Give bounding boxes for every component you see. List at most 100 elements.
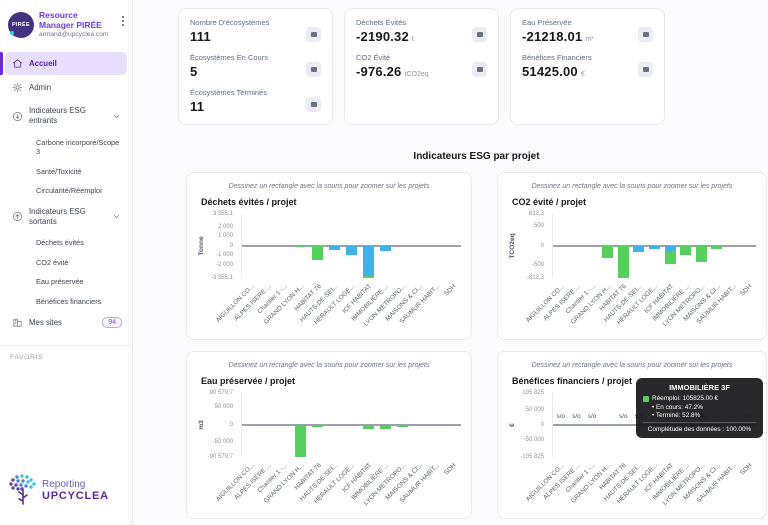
- kpi-mini-chart-button[interactable]: [638, 62, 653, 77]
- chart-zoom-hint: Dessinez un rectangle avec la souris pou…: [228, 362, 430, 369]
- bar-segment-green[interactable]: [312, 246, 324, 261]
- chart-zoom-hint: Dessinez un rectangle avec la souris pou…: [531, 362, 733, 369]
- bar-segment-green[interactable]: [664, 251, 676, 264]
- sidebar-item-esg-sortants[interactable]: Indicateurs ESG sortants: [5, 201, 127, 232]
- y-tick-label: 0: [540, 421, 544, 428]
- bar-segment-blue[interactable]: [329, 246, 341, 250]
- kpi-mini-chart-button[interactable]: [638, 27, 653, 42]
- bar-segment-green[interactable]: [617, 246, 629, 278]
- sidebar-item-carbone[interactable]: Carbone incorporé/Scope 3: [36, 137, 120, 157]
- section-title: Indicateurs ESG par projet: [413, 151, 540, 162]
- kpi-item: CO2 Évité -976.26 tCO2eq: [356, 53, 487, 81]
- y-axis-ticks: 105 825 50 000 0 -50 000 -105 825: [512, 390, 548, 460]
- bar-segment-green[interactable]: [312, 425, 324, 428]
- sidebar-item-sante[interactable]: Santé/Toxicité: [36, 166, 82, 176]
- sidebar-item-co2[interactable]: CO2 évité: [36, 257, 69, 267]
- sidebar-item-esg-entrants[interactable]: Indicateurs ESG entrants: [5, 100, 127, 131]
- x-axis-labels: AIGUILLON CO... ALPES ISERE ... Chantier 1…: [215, 280, 461, 328]
- bar-segment-green[interactable]: [695, 246, 707, 262]
- tooltip-completude: Complétude des données : 100.00%: [643, 422, 756, 434]
- bar-segment-blue[interactable]: [649, 246, 660, 249]
- sidebar-item-circularite[interactable]: Circularité/Réemploi: [36, 186, 102, 196]
- sidebar-item-admin[interactable]: Admin: [5, 76, 127, 99]
- y-tick-label: 0: [229, 242, 233, 249]
- charts-grid: Dessinez un rectangle avec la souris pou…: [186, 172, 767, 519]
- chart-plot[interactable]: Tonne 3 355,1 2 000 1 000 0 -1 000 -2 000 -3 3…: [198, 211, 465, 330]
- kpi-card-dechets-co2: Déchets Évités -2190.32 t CO2 Évité -976.…: [344, 8, 499, 125]
- y-tick-label: -3 355,1: [210, 274, 233, 281]
- kpi-label: Écosystèmes Terminés: [190, 88, 267, 97]
- sidebar-item-benefices[interactable]: Bénéfices financiers: [36, 296, 102, 306]
- y-tick-label: 90 579,7: [209, 389, 233, 396]
- bar-segment-green[interactable]: [295, 425, 307, 457]
- y-tick-label: -500: [531, 262, 544, 269]
- sidebar-item-eau[interactable]: Eau préservée: [36, 277, 84, 287]
- bar-segment-green[interactable]: [362, 425, 374, 429]
- y-tick-label: 0: [229, 421, 233, 428]
- sidebar-item-mes-sites[interactable]: Mes sites 94: [5, 311, 127, 334]
- y-tick-label: 812,3: [528, 210, 544, 217]
- kpi-card-eau-benefices: Eau Préservée -21218.01 m³ Bénéfices Fina…: [510, 8, 665, 125]
- bar-segment-green[interactable]: [295, 246, 307, 247]
- kpi-mini-chart-button[interactable]: [472, 62, 487, 77]
- kpi-value: 111: [190, 29, 211, 44]
- kpi-mini-chart-button[interactable]: [472, 27, 487, 42]
- kpi-value: 51425.00: [522, 64, 578, 79]
- y-axis-ticks: 90 579,7 50 000 0 -50 000 -90 579,7: [201, 389, 237, 460]
- y-axis-ticks: 812,3 500 0 -500 -812,3: [512, 210, 548, 281]
- chart-plot[interactable]: m3 90 579,7 50 000 0 -50 000 -90 579,7 AIGUI…: [198, 389, 465, 509]
- kpi-unit: t: [411, 36, 414, 43]
- kpi-item: Déchets Évités -2190.32 t: [356, 18, 487, 46]
- kpi-value: -21218.01: [522, 29, 583, 44]
- y-tick-label: 500: [533, 223, 544, 230]
- bar-segment-green[interactable]: [711, 246, 723, 249]
- chart-plot-area[interactable]: [552, 214, 756, 278]
- bar-segment-green[interactable]: [602, 246, 614, 258]
- kpi-mini-chart-button[interactable]: [306, 62, 321, 77]
- y-tick-label: 0: [540, 242, 544, 249]
- bar-segment-blue[interactable]: [379, 246, 391, 252]
- chart-tooltip: IMMOBILIÈRE 3F Réemploi: 105825.00 € • E…: [636, 378, 763, 438]
- chart-title: Eau préservée / projet: [201, 376, 296, 386]
- sidebar-item-label: Mes sites: [29, 317, 62, 327]
- bar-segment-green[interactable]: [396, 425, 408, 427]
- kpi-value: -976.26: [356, 64, 402, 79]
- bar-segment-blue[interactable]: [664, 246, 676, 252]
- kpi-label: Écosystèmes En Cours: [190, 53, 268, 62]
- x-axis-labels: AIGUILLON CO... ALPES ISERE ... Chantier 1…: [215, 459, 461, 507]
- sidebar-item-accueil[interactable]: Accueil: [0, 52, 127, 76]
- sidebar-item-dechets[interactable]: Déchets évités: [36, 238, 84, 248]
- x-category-label: SDH: [443, 283, 458, 298]
- chart-plot-area[interactable]: [241, 393, 461, 457]
- kebab-menu-icon[interactable]: [120, 10, 127, 32]
- user-email: armand@upcyclea.com: [39, 31, 109, 39]
- kpi-mini-chart-button[interactable]: [306, 27, 321, 42]
- bar-segment-blue[interactable]: [362, 246, 374, 277]
- y-tick-label: -90 579,7: [207, 453, 233, 460]
- x-axis-labels: AIGUILLON CO... ALPES ISERE ... Chantier 1…: [525, 459, 756, 507]
- chart-plot[interactable]: TCO2eq 812,3 500 0 -500 -812,3 AIGUILLON CO.…: [509, 210, 760, 330]
- kpi-item: Eau Préservée -21218.01 m³: [522, 18, 653, 46]
- kpi-label: Eau Préservée: [522, 18, 572, 27]
- x-category-label: SDH: [738, 283, 754, 298]
- bar-segment-green[interactable]: [362, 276, 374, 278]
- y-tick-label: -50 000: [523, 436, 544, 443]
- chart-title: Bénéfices financiers / projet: [512, 376, 633, 386]
- chart-zoom-hint: Dessinez un rectangle avec la souris pou…: [228, 183, 430, 190]
- bar-segment-blue[interactable]: [633, 246, 645, 252]
- tooltip-reemploi: Réemploi: 105825.00 €: [652, 395, 719, 402]
- charts-section: Indicateurs ESG par projet Dessinez un r…: [186, 151, 767, 519]
- kpi-card-ecosystemes: Nombre D'écosystèmes 111 Écosystèmes En …: [178, 8, 333, 125]
- favoris-section-label: FAVORIS: [0, 345, 132, 369]
- na-value-label: s/o: [556, 413, 566, 420]
- bar-segment-blue[interactable]: [346, 246, 357, 256]
- bar-segment-green[interactable]: [379, 425, 391, 430]
- piree-logo: PIRÉE: [8, 12, 34, 38]
- kpi-mini-chart-button[interactable]: [306, 97, 321, 112]
- logo-reporting-text: Reporting: [42, 478, 86, 490]
- upcyclea-tree-icon: [9, 474, 36, 505]
- bar-segment-green[interactable]: [680, 246, 692, 256]
- sidebar: PIRÉE Resource Manager PIRÉE armand@upcy…: [0, 0, 133, 525]
- kpi-unit: m³: [585, 36, 594, 43]
- chart-plot-area[interactable]: [241, 214, 461, 278]
